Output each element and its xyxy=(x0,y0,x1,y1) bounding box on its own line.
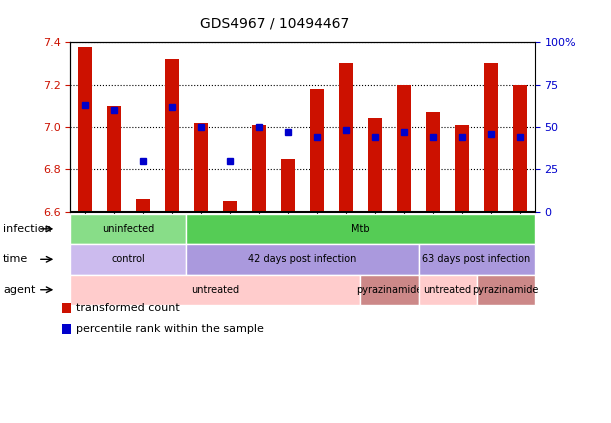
Bar xyxy=(194,123,208,212)
Text: transformed count: transformed count xyxy=(76,303,180,313)
Bar xyxy=(310,89,324,212)
Bar xyxy=(280,159,295,212)
Bar xyxy=(397,85,411,212)
Bar xyxy=(164,59,179,212)
Text: percentile rank within the sample: percentile rank within the sample xyxy=(76,324,264,334)
Bar xyxy=(252,125,266,212)
Bar xyxy=(136,199,150,212)
Text: pyrazinamide: pyrazinamide xyxy=(472,285,539,295)
Text: uninfected: uninfected xyxy=(102,224,155,234)
Bar xyxy=(513,85,527,212)
Text: agent: agent xyxy=(3,285,35,295)
Bar xyxy=(78,47,92,212)
Bar xyxy=(455,125,469,212)
Bar xyxy=(62,303,71,313)
Bar xyxy=(106,106,121,212)
Text: pyrazinamide: pyrazinamide xyxy=(356,285,423,295)
Text: untreated: untreated xyxy=(191,285,240,295)
Text: control: control xyxy=(111,254,145,264)
Text: 42 days post infection: 42 days post infection xyxy=(248,254,357,264)
Bar xyxy=(222,201,237,212)
Bar xyxy=(62,324,71,334)
Bar xyxy=(426,112,441,212)
Text: Mtb: Mtb xyxy=(351,224,370,234)
Text: GDS4967 / 10494467: GDS4967 / 10494467 xyxy=(200,17,349,31)
Bar xyxy=(368,118,382,212)
Text: untreated: untreated xyxy=(423,285,472,295)
Text: infection: infection xyxy=(3,224,52,234)
Bar xyxy=(484,63,499,211)
Text: time: time xyxy=(3,254,28,264)
Text: 63 days post infection: 63 days post infection xyxy=(422,254,531,264)
Bar xyxy=(338,63,353,211)
